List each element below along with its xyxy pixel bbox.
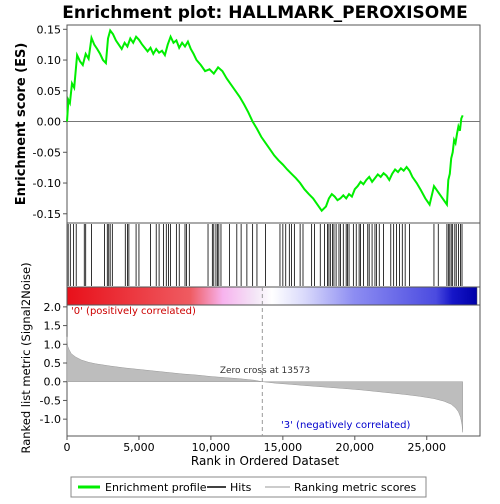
x-axis-group: 0 5,000 10,000 15,000 20,000 25,000	[64, 436, 447, 454]
es-panel-frame	[66, 24, 481, 224]
es-y-tick-label: 0.15	[37, 23, 62, 36]
metric-y-tick-label: 1.5	[44, 320, 62, 333]
positive-label: '0' (positively correlated)	[71, 306, 196, 317]
x-tick-label: 5,000	[123, 441, 155, 454]
es-y-tick-label: -0.10	[33, 177, 61, 190]
x-tick-label: 20,000	[336, 441, 375, 454]
metric-y-tick-label: 0.0	[44, 376, 62, 389]
metric-y-axis-label: Ranked list metric (Signal2Noise)	[19, 262, 33, 453]
es-y-tick-label: 0.05	[37, 85, 62, 98]
x-tick-label: 10,000	[192, 441, 231, 454]
legend-hits-label: Hits	[230, 481, 252, 494]
zero-cross-label: Zero cross at 13573	[220, 366, 310, 376]
es-y-tick-label: -0.05	[33, 146, 61, 159]
es-axis-group: -0.15 -0.10 -0.05 0.00 0.05 0.10 0.15	[33, 23, 480, 221]
hits-group	[67, 224, 463, 286]
es-y-tick-label: 0.00	[37, 116, 62, 129]
x-tick-label: 15,000	[264, 441, 303, 454]
legend-box	[70, 476, 427, 498]
metric-y-tick-label: -0.5	[40, 394, 61, 407]
metric-y-tick-label: -1.0	[40, 413, 61, 426]
x-axis-label: Rank in Ordered Dataset	[191, 454, 339, 468]
es-y-axis-label: Enrichment score (ES)	[14, 43, 29, 206]
metric-y-tick-label: 2.0	[44, 301, 62, 314]
chart-title: Enrichment plot: HALLMARK_PEROXISOME	[62, 3, 468, 23]
metric-y-tick-label: 1.0	[44, 338, 62, 351]
legend-enrichment-label: Enrichment profile	[105, 481, 207, 494]
x-tick-label: 0	[64, 441, 71, 454]
es-y-tick-label: -0.15	[33, 208, 61, 221]
metric-y-tick-label: 0.5	[44, 357, 62, 370]
enrichment-profile-line	[66, 28, 464, 213]
metric-axis-group: -1.0 -0.5 0.0 0.5 1.0 1.5 2.0	[40, 301, 67, 426]
x-tick-label: 25,000	[408, 441, 447, 454]
negative-label: '3' (negatively correlated)	[281, 420, 410, 431]
legend-metric-label: Ranking metric scores	[294, 481, 416, 494]
es-y-tick-label: 0.10	[37, 54, 62, 67]
rank-gradient-bar	[66, 286, 478, 306]
ranking-metric-area	[66, 336, 463, 433]
